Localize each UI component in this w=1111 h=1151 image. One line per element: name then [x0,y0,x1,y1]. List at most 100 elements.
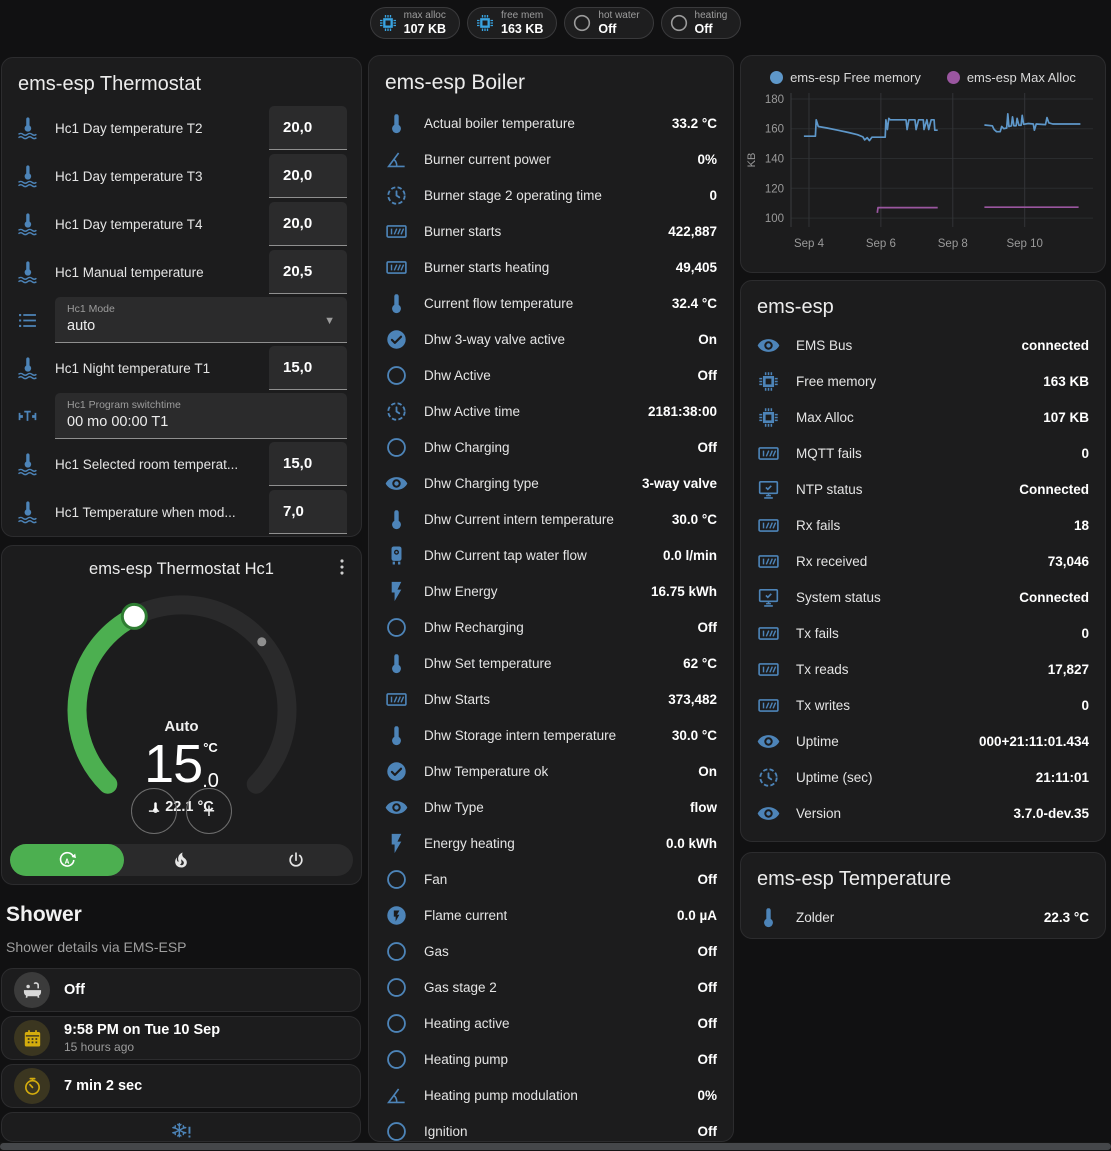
text-input[interactable]: Hc1 Program switchtime 00 mo 00:00 T1 [55,393,347,439]
number-input[interactable]: 20,0 [269,154,347,198]
entity-row[interactable]: Max Alloc 107 KB [741,399,1105,435]
badge-free-mem[interactable]: free mem 163 KB [467,7,558,39]
entity-row[interactable]: Uptime 000+21:11:01.434 [741,723,1105,759]
number-input[interactable]: 15,0 [269,346,347,390]
entity-row[interactable]: Energy heating 0.0 kWh [369,825,733,861]
svg-text:160: 160 [765,124,784,136]
entity-row[interactable]: Dhw Recharging Off [369,609,733,645]
thermostat-dial-card: ems-esp Thermostat Hc1 Auto 15 °C .0 [1,545,362,885]
thermostat-dial[interactable] [37,588,327,838]
legend-item[interactable]: ems-esp Free memory [770,70,921,85]
entity-value: 0 [1081,445,1089,461]
entity-row[interactable]: Dhw Current intern temperature 30.0 °C [369,501,733,537]
entity-row[interactable]: NTP status Connected [741,471,1105,507]
thermometer-water-icon [16,500,39,524]
entity-row[interactable]: Dhw Energy 16.75 kWh [369,573,733,609]
power-icon [286,850,306,870]
entity-row[interactable]: Ignition Off [369,1113,733,1141]
hvac-mode-auto-mode[interactable] [10,844,125,876]
entity-label: Dhw Current intern temperature [424,511,614,527]
target-temp-unit: °C [203,740,218,755]
entity-row[interactable]: Heating active Off [369,1005,733,1041]
entity-row[interactable]: Tx fails 0 [741,615,1105,651]
entity-value: 000+21:11:01.434 [979,733,1089,749]
entity-value: 0.0 kWh [665,835,717,851]
entity-row[interactable]: EMS Bus connected [741,327,1105,363]
entity-value: 3.7.0-dev.35 [1013,805,1089,821]
number-input[interactable]: 20,5 [269,250,347,294]
boiler-card: ems-esp Boiler Actual boiler temperature… [368,55,734,1142]
scrollbar-thumb[interactable] [0,1143,1111,1150]
shower-item[interactable] [1,1112,361,1142]
entity-row[interactable]: Burner starts heating 49,405 [369,249,733,285]
decrease-temp-button[interactable]: − [131,788,177,834]
entity-row[interactable]: Dhw 3-way valve active On [369,321,733,357]
entity-row[interactable]: System status Connected [741,579,1105,615]
entity-row[interactable]: MQTT fails 0 [741,435,1105,471]
badge-max-alloc[interactable]: max alloc 107 KB [369,7,461,39]
hvac-mode-fire[interactable] [124,844,238,876]
shower-item[interactable]: Off [1,968,361,1012]
entity-value: 107 KB [1043,409,1089,425]
badge-hot-water[interactable]: hot water Off [564,7,654,39]
entity-row[interactable]: Dhw Type flow [369,789,733,825]
dial-handle[interactable] [120,602,148,630]
more-options-icon[interactable] [331,556,353,578]
entity-label: System status [796,589,881,605]
thermostat-row: Hc1 Day temperature T3 20,0 [2,152,361,200]
entity-row[interactable]: Heating pump modulation 0% [369,1077,733,1113]
entity-row[interactable]: Dhw Set temperature 62 °C [369,645,733,681]
entity-row[interactable]: Zolder 22.3 °C [741,899,1105,935]
entity-row[interactable]: Fan Off [369,861,733,897]
entity-row[interactable]: Uptime (sec) 21:11:01 [741,759,1105,795]
memory-icon [757,406,780,429]
hvac-mode-power[interactable] [239,844,353,876]
entity-label: Dhw Set temperature [424,655,552,671]
thermometer-icon [385,652,408,675]
entity-row[interactable]: Burner stage 2 operating time 0 [369,177,733,213]
entity-row[interactable]: Free memory 163 KB [741,363,1105,399]
entity-row[interactable]: Heating pump Off [369,1041,733,1077]
thermometer-water-icon [16,452,39,476]
entity-row[interactable]: Dhw Storage intern temperature 30.0 °C [369,717,733,753]
mode-select[interactable]: Hc1 Mode auto ▼ [55,297,347,343]
entity-row[interactable]: Dhw Charging Off [369,429,733,465]
entity-row[interactable]: Dhw Temperature ok On [369,753,733,789]
entity-value: On [698,763,717,779]
shower-item-text: 9:58 PM on Tue 10 Sep 15 hours ago [64,1021,220,1054]
entity-row[interactable]: Tx reads 17,827 [741,651,1105,687]
dial-card-title: ems-esp Thermostat Hc1 [89,560,274,578]
current-temp-marker [256,637,266,647]
number-input[interactable]: 20,0 [269,106,347,150]
entity-row[interactable]: Rx received 73,046 [741,543,1105,579]
entity-row[interactable]: Dhw Charging type 3-way valve [369,465,733,501]
entity-row[interactable]: Burner current power 0% [369,141,733,177]
shower-item[interactable]: 9:58 PM on Tue 10 Sep 15 hours ago [1,1016,361,1060]
entity-row[interactable]: Version 3.7.0-dev.35 [741,795,1105,831]
entity-row[interactable]: Dhw Current tap water flow 0.0 l/min [369,537,733,573]
entity-row[interactable]: Dhw Starts 373,482 [369,681,733,717]
svg-text:Sep 4: Sep 4 [794,238,825,250]
counter-icon [757,442,780,465]
entity-row[interactable]: Tx writes 0 [741,687,1105,723]
entity-row[interactable]: Dhw Active time 2181:38:00 [369,393,733,429]
increase-temp-button[interactable]: + [186,788,232,834]
memory-chart-card: ems-esp Free memory ems-esp Max Alloc 100… [740,55,1106,273]
entity-row[interactable]: Rx fails 18 [741,507,1105,543]
number-input[interactable]: 20,0 [269,202,347,246]
number-input[interactable]: 15,0 [269,442,347,486]
entity-row[interactable]: Gas Off [369,933,733,969]
entity-row[interactable]: Dhw Active Off [369,357,733,393]
number-input[interactable]: 7,0 [269,490,347,534]
horizontal-scrollbar[interactable] [0,1142,1111,1151]
legend-item[interactable]: ems-esp Max Alloc [946,70,1076,85]
shower-section-title: Shower [6,903,82,926]
entity-row[interactable]: Burner starts 422,887 [369,213,733,249]
entity-row[interactable]: Current flow temperature 32.4 °C [369,285,733,321]
shower-item[interactable]: 7 min 2 sec [1,1064,361,1108]
entity-row[interactable]: Gas stage 2 Off [369,969,733,1005]
badge-heating[interactable]: heating Off [660,7,742,39]
entity-row[interactable]: Actual boiler temperature 33.2 °C [369,105,733,141]
entity-label: Heating pump modulation [424,1087,578,1103]
entity-row[interactable]: Flame current 0.0 µA [369,897,733,933]
